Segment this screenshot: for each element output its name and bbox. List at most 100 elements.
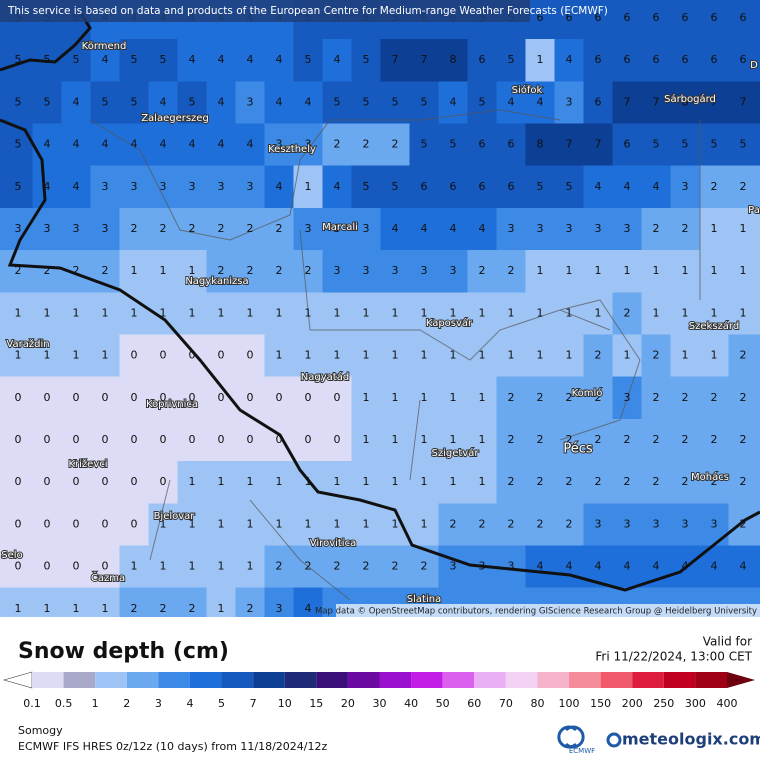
region: Somogy bbox=[18, 724, 63, 737]
value: 4 bbox=[44, 138, 51, 151]
value: 1 bbox=[537, 349, 544, 362]
value: 4 bbox=[218, 53, 225, 66]
value: 1 bbox=[160, 560, 167, 573]
value: 3 bbox=[392, 264, 399, 277]
value: 5 bbox=[334, 95, 341, 108]
valid-time: Fri 11/22/2024, 13:00 CET bbox=[595, 650, 752, 664]
value: 0 bbox=[218, 433, 225, 446]
place: Komló bbox=[572, 387, 603, 399]
value: 1 bbox=[421, 349, 428, 362]
value: 1 bbox=[392, 306, 399, 319]
legend-swatch bbox=[411, 672, 443, 688]
value: 0 bbox=[218, 391, 225, 404]
value: 6 bbox=[740, 11, 747, 24]
value: 2 bbox=[740, 391, 747, 404]
value: 5 bbox=[15, 180, 22, 193]
value: 0 bbox=[73, 391, 80, 404]
value: 1 bbox=[160, 264, 167, 277]
value: 6 bbox=[479, 53, 486, 66]
place: Pécs bbox=[563, 442, 593, 457]
place: Szekszárd bbox=[689, 320, 739, 332]
value: 6 bbox=[624, 11, 631, 24]
value: 2 bbox=[595, 349, 602, 362]
value: 7 bbox=[653, 95, 660, 108]
value: 3 bbox=[15, 222, 22, 235]
value: 1 bbox=[566, 264, 573, 277]
value: 3 bbox=[334, 264, 341, 277]
value: 2 bbox=[595, 475, 602, 488]
value: 3 bbox=[653, 517, 660, 530]
value: 1 bbox=[363, 517, 370, 530]
value: 2 bbox=[566, 475, 573, 488]
value: 5 bbox=[73, 53, 80, 66]
value: 7 bbox=[392, 53, 399, 66]
value: 0 bbox=[102, 560, 109, 573]
value: 2 bbox=[160, 602, 167, 615]
value: 0 bbox=[160, 433, 167, 446]
cells bbox=[0, 0, 760, 617]
legend-swatch bbox=[127, 672, 159, 688]
value: 3 bbox=[682, 180, 689, 193]
value: 1 bbox=[682, 264, 689, 277]
value: 5 bbox=[711, 138, 718, 151]
value: 1 bbox=[73, 602, 80, 615]
value: 4 bbox=[653, 560, 660, 573]
place: Zalaegerszeg bbox=[141, 113, 209, 124]
value: 3 bbox=[595, 517, 602, 530]
value: 0 bbox=[276, 391, 283, 404]
value: 0 bbox=[44, 475, 51, 488]
value: 6 bbox=[508, 138, 515, 151]
value: 6 bbox=[653, 11, 660, 24]
place: Koprivnica bbox=[146, 399, 198, 410]
place: Pa bbox=[748, 205, 760, 216]
value: 3 bbox=[624, 517, 631, 530]
value: 3 bbox=[44, 222, 51, 235]
value: 4 bbox=[334, 180, 341, 193]
legend-tick: 2 bbox=[123, 697, 130, 710]
value: 0 bbox=[160, 475, 167, 488]
value: 5 bbox=[653, 138, 660, 151]
value: 3 bbox=[421, 264, 428, 277]
legend-swatch bbox=[380, 672, 412, 688]
value: 4 bbox=[479, 222, 486, 235]
place: Kaposvár bbox=[426, 317, 473, 329]
place: Sárbogárd bbox=[664, 93, 716, 105]
value: 1 bbox=[450, 349, 457, 362]
legend-swatch bbox=[285, 672, 317, 688]
legend-tick: 70 bbox=[499, 697, 513, 710]
legend-arrow bbox=[727, 672, 755, 688]
legend-swatch bbox=[632, 672, 664, 688]
value: 1 bbox=[537, 53, 544, 66]
value: 2 bbox=[15, 264, 22, 277]
value: 2 bbox=[334, 138, 341, 151]
value: 2 bbox=[218, 222, 225, 235]
value: 4 bbox=[566, 53, 573, 66]
ecmwf-text: ECMWF bbox=[569, 747, 595, 755]
value: 2 bbox=[653, 391, 660, 404]
value: 7 bbox=[595, 138, 602, 151]
legend-tick: 80 bbox=[530, 697, 544, 710]
value: 1 bbox=[624, 349, 631, 362]
value: 2 bbox=[653, 475, 660, 488]
value: 0 bbox=[102, 475, 109, 488]
value: 6 bbox=[653, 53, 660, 66]
value: 2 bbox=[508, 475, 515, 488]
value: 5 bbox=[363, 95, 370, 108]
value: 0 bbox=[131, 475, 138, 488]
value: 2 bbox=[740, 180, 747, 193]
value: 2 bbox=[392, 560, 399, 573]
legend-tick: 10 bbox=[278, 697, 292, 710]
value: 4 bbox=[334, 53, 341, 66]
brand-logo bbox=[608, 734, 620, 746]
value: 6 bbox=[711, 53, 718, 66]
value: 0 bbox=[15, 475, 22, 488]
value: 3 bbox=[537, 222, 544, 235]
legend-tick: 60 bbox=[467, 697, 481, 710]
attribution: Map data © OpenStreetMap contributors, r… bbox=[315, 607, 757, 617]
value: 2 bbox=[247, 602, 254, 615]
legend-tick: 30 bbox=[373, 697, 387, 710]
value: 1 bbox=[740, 306, 747, 319]
value: 4 bbox=[247, 138, 254, 151]
value: 4 bbox=[653, 180, 660, 193]
value: 1 bbox=[44, 306, 51, 319]
